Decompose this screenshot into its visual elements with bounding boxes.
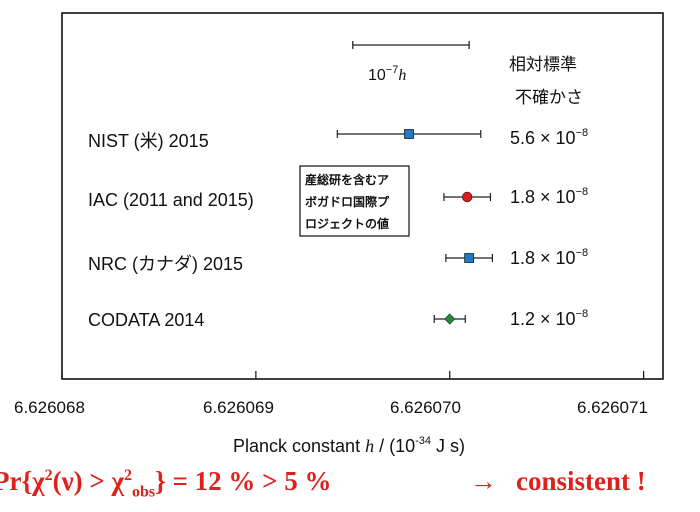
annotation-line2: ボガドロ国際プ xyxy=(305,194,390,209)
plot-frame xyxy=(61,12,664,380)
uncertainty-nrc: 1.8 × 10−8 xyxy=(510,247,588,268)
data-point xyxy=(433,313,466,325)
data-marks xyxy=(336,129,493,325)
series-label-nist: NIST (米) 2015 xyxy=(88,131,209,151)
data-point xyxy=(336,129,482,139)
arrow-icon: → xyxy=(470,466,497,496)
uncertainty-iac: 1.8 × 10−8 xyxy=(510,186,588,207)
annotation-box: 産総研を含むア ボガドロ国際プ ロジェクトの値 xyxy=(299,165,410,237)
uncertainty-nist: 5.6 × 10−8 xyxy=(510,127,588,148)
x-axis xyxy=(61,371,645,379)
series-label-codata: CODATA 2014 xyxy=(88,310,204,330)
data-point xyxy=(445,253,493,263)
formula-expression: Pr{χ2(ν) > χ2obs} = 12 % > 5 % xyxy=(0,466,332,501)
annotation-line3: ロジェクトの値 xyxy=(305,216,389,231)
chi-square-formula: Pr{χ2(ν) > χ2obs} = 12 % > 5 % → consist… xyxy=(0,466,700,506)
x-tick-label: 6.626071 xyxy=(577,398,648,417)
x-tick-label: 6.626068 xyxy=(14,398,85,417)
marker xyxy=(464,253,475,263)
marker xyxy=(461,191,473,203)
uncertainty-codata: 1.2 × 10−8 xyxy=(510,308,588,329)
marker xyxy=(404,129,414,139)
scale-bar-label: 10−7h xyxy=(368,64,406,84)
x-axis-label: Planck constant h / (10-34 J s) xyxy=(233,435,465,456)
uncertainty-header-line2: 不確かさ xyxy=(515,88,583,108)
x-tick-label: 6.626070 xyxy=(390,398,461,417)
data-point xyxy=(443,191,492,203)
marker xyxy=(444,313,456,325)
formula-result: consistent ! xyxy=(516,466,646,496)
annotation-line1: 産総研を含むア xyxy=(305,172,389,187)
x-tick-label: 6.626069 xyxy=(203,398,274,417)
uncertainty-header-line1: 相対標準 xyxy=(509,55,577,75)
series-label-nrc: NRC (カナダ) 2015 xyxy=(88,254,243,274)
scale-bar: 10−7h xyxy=(352,41,470,84)
series-label-iac: IAC (2011 and 2015) xyxy=(88,190,254,210)
